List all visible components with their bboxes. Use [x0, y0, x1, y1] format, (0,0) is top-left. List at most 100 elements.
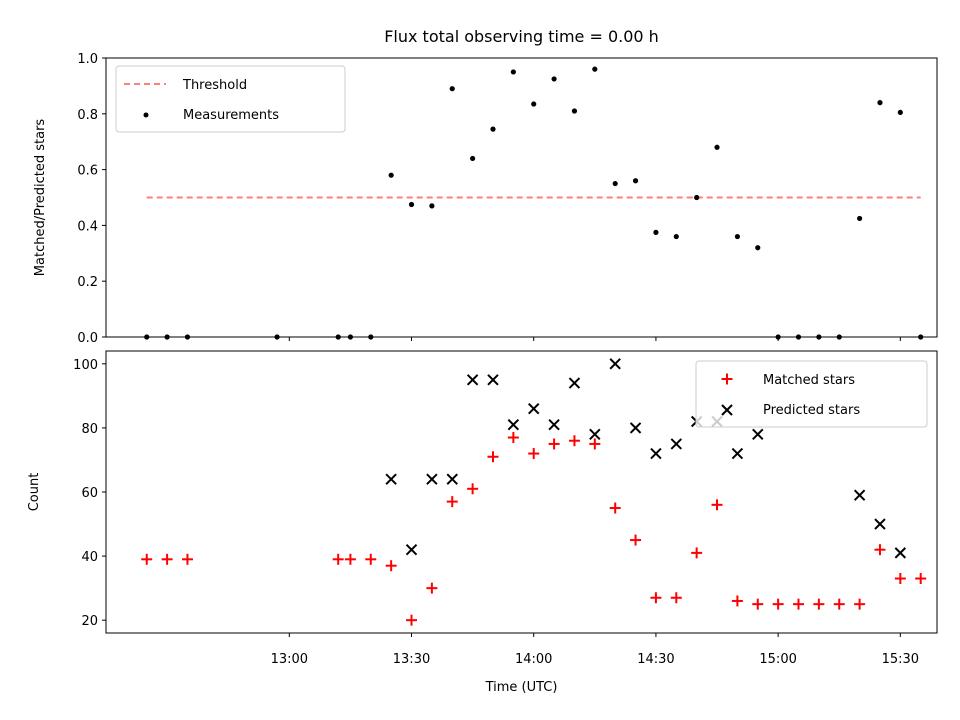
x-tick-label: 15:30 — [882, 652, 919, 667]
top-panel: 0.0 0.2 0.4 0.6 0.8 1.0 Matched/Predicted sta… — [33, 52, 938, 346]
measurement-point — [632, 178, 639, 184]
matched-star-point — [446, 496, 458, 508]
predicted-star-point — [752, 428, 764, 441]
matched-star-point — [915, 573, 927, 585]
matched-star-point — [365, 553, 377, 565]
matched-star-point — [793, 598, 804, 610]
y-tick-label: 0.0 — [77, 331, 98, 346]
matched-star-point — [813, 598, 825, 610]
x-tick-label: 14:00 — [515, 652, 552, 667]
matched-star-point — [344, 553, 356, 565]
matched-star-point — [711, 499, 723, 511]
predicted-star-point — [609, 358, 621, 370]
predicted-star-point — [650, 447, 662, 460]
x-tick-label: 13:30 — [393, 652, 430, 667]
measurement-point — [449, 86, 455, 92]
measurement-point — [673, 233, 679, 240]
matched-star-point — [589, 438, 601, 450]
bottom-legend: Matched stars Predicted stars — [695, 360, 928, 428]
legend-matched-swatch — [721, 373, 733, 385]
measurement-point — [571, 108, 578, 114]
matched-star-point — [833, 598, 845, 610]
matched-star-point — [385, 560, 397, 572]
matched-star-point — [332, 553, 344, 565]
legend-measurements-label: Measurements — [183, 108, 279, 123]
predicted-star-point — [589, 428, 601, 441]
chart-title: Flux total observing time = 0.00 h — [384, 27, 659, 46]
top-legend: Threshold Measurements — [115, 65, 346, 133]
top-legend-box — [115, 65, 346, 133]
matched-star-point — [731, 595, 743, 607]
top-y-axis-label: Matched/Predicted stars — [33, 119, 48, 277]
y-tick-label: 40 — [81, 550, 98, 565]
matched-star-point — [528, 448, 540, 460]
x-tick-label: 15:00 — [759, 652, 796, 667]
matched-star-point — [609, 502, 621, 514]
matched-star-point — [141, 553, 153, 565]
matched-star-point — [670, 592, 682, 604]
legend-plus-marker — [721, 373, 733, 385]
predicted-star-point — [670, 438, 683, 450]
predicted-star-point — [405, 543, 418, 556]
measurement-point — [755, 245, 761, 251]
measurement-point — [734, 233, 740, 240]
top-x-ticks — [288, 337, 901, 341]
matched-star-point — [548, 438, 560, 450]
legend-measurements-swatch — [143, 112, 149, 118]
matched-star-point — [752, 598, 764, 610]
measurement-point — [612, 180, 618, 187]
predicted-star-point — [426, 473, 438, 485]
measurement-point — [877, 100, 883, 106]
legend-threshold-label: Threshold — [182, 78, 247, 93]
top-axes-frame — [105, 57, 938, 338]
matched-star-point — [772, 598, 784, 610]
measurement-point — [429, 203, 435, 209]
predicted-star-point — [568, 377, 581, 389]
matched-star-point — [507, 432, 519, 444]
matched-star-point — [467, 483, 479, 495]
measurement-point — [470, 155, 476, 162]
predicted-star-point — [466, 374, 479, 386]
matched-star-point — [487, 451, 499, 463]
measurement-point — [592, 66, 598, 72]
matched-star-point — [426, 582, 438, 594]
predicted-star-point — [528, 402, 540, 415]
measurement-point — [388, 172, 394, 178]
top-y-ticks: 0.0 0.2 0.4 0.6 0.8 1.0 — [77, 52, 106, 346]
measurement-point — [490, 126, 496, 132]
x-tick-label: 13:00 — [271, 652, 308, 667]
predicted-star-point — [894, 547, 907, 559]
measurement-point — [408, 201, 415, 208]
matched-star-point — [650, 592, 662, 604]
y-tick-label: 0.6 — [77, 164, 98, 179]
bottom-plot-area — [141, 358, 927, 626]
x-tick-label: 14:30 — [637, 652, 674, 667]
matched-star-point — [854, 598, 866, 610]
predicted-star-point — [853, 489, 866, 501]
y-tick-label: 80 — [81, 422, 98, 437]
matched-star-point — [874, 544, 886, 556]
measurement-point — [694, 194, 700, 201]
measurement-point — [531, 101, 537, 107]
measurement-point — [897, 109, 903, 116]
matched-star-point — [161, 553, 173, 565]
y-tick-label: 1.0 — [77, 52, 98, 67]
matched-star-point — [406, 614, 418, 626]
y-tick-label: 0.8 — [77, 108, 98, 123]
bottom-x-ticks: 13:00 13:30 14:00 14:30 15:00 15:30 — [271, 633, 919, 667]
predicted-star-point — [548, 418, 560, 431]
y-tick-label: 20 — [81, 614, 98, 629]
predicted-star-point — [446, 473, 458, 485]
matched-star-point — [894, 573, 906, 585]
bottom-y-ticks: 20 40 60 80 100 — [73, 358, 106, 629]
matched-star-point — [181, 553, 193, 565]
bottom-panel: 20 40 60 80 100 13:00 13:30 14:00 14:30 15:00 15:… — [27, 350, 938, 695]
y-tick-label: 60 — [81, 486, 98, 501]
predicted-star-point — [874, 518, 886, 530]
legend-predicted-swatch — [721, 404, 733, 416]
legend-predicted-label: Predicted stars — [763, 403, 860, 418]
y-tick-label: 100 — [73, 358, 98, 373]
y-tick-label: 0.2 — [77, 275, 98, 290]
x-axis-label: Time (UTC) — [485, 680, 558, 695]
